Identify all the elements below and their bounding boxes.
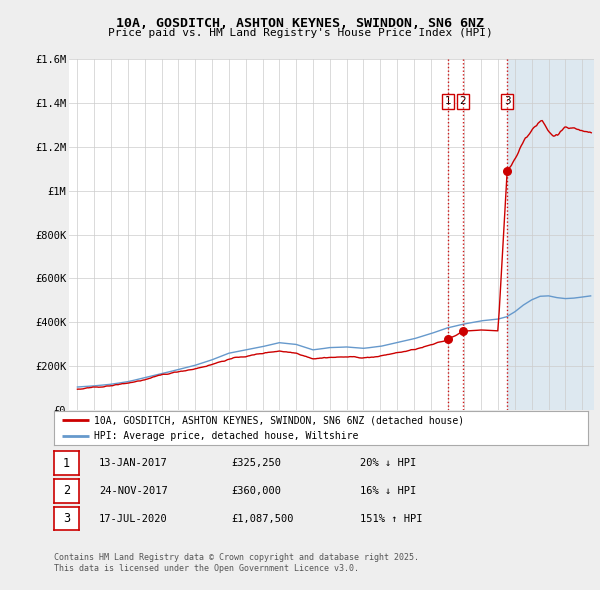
- Text: 2: 2: [460, 96, 466, 106]
- Point: [502, 167, 512, 176]
- Text: 10A, GOSDITCH, ASHTON KEYNES, SWINDON, SN6 6NZ (detached house): 10A, GOSDITCH, ASHTON KEYNES, SWINDON, S…: [94, 415, 464, 425]
- Bar: [507, 59, 594, 410]
- Text: 1: 1: [445, 96, 452, 106]
- Text: £360,000: £360,000: [231, 486, 281, 496]
- Text: 20% ↓ HPI: 20% ↓ HPI: [360, 458, 416, 468]
- Text: 3: 3: [504, 96, 511, 106]
- Point: [443, 334, 453, 343]
- Text: 3: 3: [63, 512, 70, 525]
- Text: 2: 2: [63, 484, 70, 497]
- Text: Price paid vs. HM Land Registry's House Price Index (HPI): Price paid vs. HM Land Registry's House …: [107, 28, 493, 38]
- Text: Contains HM Land Registry data © Crown copyright and database right 2025.
This d: Contains HM Land Registry data © Crown c…: [54, 553, 419, 573]
- Text: 17-JUL-2020: 17-JUL-2020: [99, 514, 168, 523]
- Text: 16% ↓ HPI: 16% ↓ HPI: [360, 486, 416, 496]
- Text: 13-JAN-2017: 13-JAN-2017: [99, 458, 168, 468]
- Text: 1: 1: [63, 457, 70, 470]
- Text: £1,087,500: £1,087,500: [231, 514, 293, 523]
- Text: HPI: Average price, detached house, Wiltshire: HPI: Average price, detached house, Wilt…: [94, 431, 358, 441]
- Text: 10A, GOSDITCH, ASHTON KEYNES, SWINDON, SN6 6NZ: 10A, GOSDITCH, ASHTON KEYNES, SWINDON, S…: [116, 17, 484, 30]
- Text: 151% ↑ HPI: 151% ↑ HPI: [360, 514, 422, 523]
- Point: [458, 326, 467, 336]
- Text: 24-NOV-2017: 24-NOV-2017: [99, 486, 168, 496]
- Text: £325,250: £325,250: [231, 458, 281, 468]
